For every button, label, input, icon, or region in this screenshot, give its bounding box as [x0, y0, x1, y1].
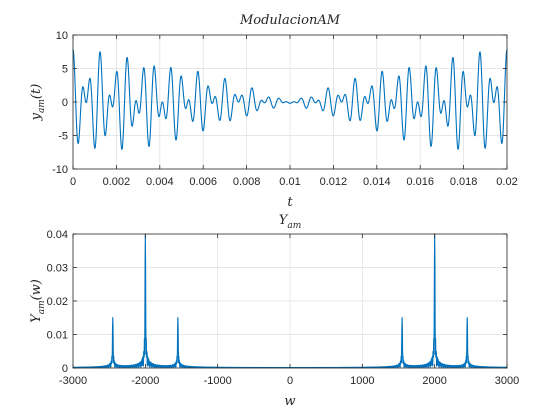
frequency-plot-x-label: w — [284, 394, 295, 409]
frequency-plot-y-label-sub: am — [37, 300, 47, 314]
frequency-plot-x-tick-label: 3000 — [495, 375, 519, 387]
frequency-plot-x-tick-label: 2000 — [422, 375, 446, 387]
time-plot-x-tick-label: 0 — [70, 176, 76, 188]
frequency-plot-x-tick-label: 1000 — [350, 375, 374, 387]
time-plot-y-tick-label: 10 — [56, 30, 68, 42]
frequency-plot-y-tick-label: 0.04 — [47, 229, 68, 241]
frequency-plot-x-tick-label: -1000 — [204, 375, 232, 387]
time-plot-x-tick-label: 0.006 — [189, 176, 217, 188]
time-plot-x-tick-label: 0.008 — [233, 176, 261, 188]
time-plot-x-tick-label: 0.02 — [496, 176, 517, 188]
time-plot-x-tick-label: 0.01 — [279, 176, 300, 188]
time-plot-x-tick-label: 0.004 — [146, 176, 174, 188]
frequency-plot-y-label-suffix: (w) — [29, 279, 44, 300]
frequency-plot-title-sub: am — [287, 221, 301, 231]
time-plot-y-tick-label: 5 — [62, 64, 68, 76]
time-plot-x-tick-label: 0.014 — [363, 176, 391, 188]
frequency-plot-x-tick-label: -2000 — [131, 375, 159, 387]
time-plot-x-tick-label: 0.016 — [406, 176, 434, 188]
time-plot-y-label-sub: am — [37, 99, 47, 113]
time-plot-x-tick-label: 0.012 — [320, 176, 348, 188]
frequency-plot-y-tick-label: 0.02 — [47, 296, 68, 308]
time-plot-x-label: t — [287, 195, 293, 210]
time-plot-x-tick-label: 0.002 — [103, 176, 131, 188]
frequency-plot-x-tick-label: 0 — [287, 375, 293, 387]
time-plot-x-tick-label: 0.018 — [450, 176, 478, 188]
time-plot-y-tick-label: -10 — [52, 164, 68, 176]
time-plot-title: ModulacionAM — [239, 13, 341, 28]
frequency-plot-y-tick-label: 0.03 — [47, 263, 68, 275]
frequency-plot-y-tick-label: 0 — [62, 363, 68, 375]
frequency-plot-y-tick-label: 0.01 — [47, 330, 68, 342]
time-plot-y-tick-label: 0 — [62, 97, 68, 109]
time-plot-y-label-suffix: (t) — [29, 84, 44, 99]
time-plot-y-tick-label: -5 — [58, 131, 68, 143]
frequency-plot-x-tick-label: -3000 — [59, 375, 87, 387]
